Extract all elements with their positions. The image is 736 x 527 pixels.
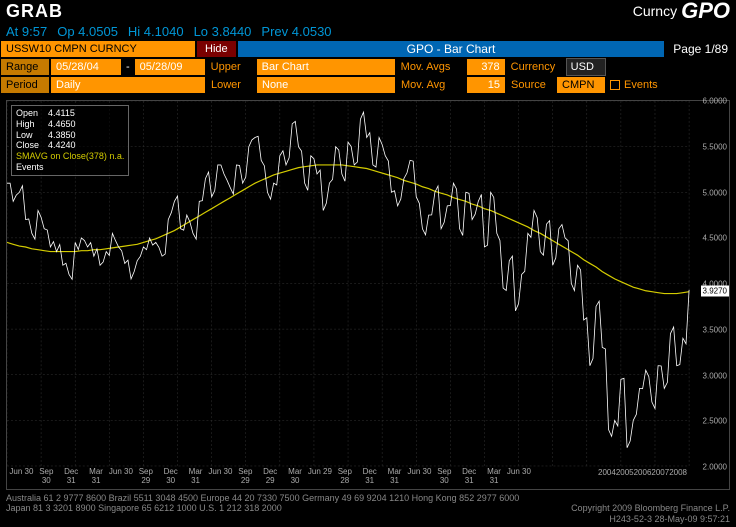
range-from-field[interactable]: 05/28/04 bbox=[50, 58, 122, 76]
lower-label: Lower bbox=[206, 76, 256, 94]
footer-timestamp: H243-52-3 28-May-09 9:57:21 bbox=[609, 514, 730, 525]
footer: Australia 61 2 9777 8600 Brazil 5511 304… bbox=[6, 493, 730, 525]
prev-val: Prev 4.0530 bbox=[261, 24, 331, 39]
security-field[interactable]: USSW10 CMPN CURNCY bbox=[0, 40, 196, 58]
grab-label: GRAB bbox=[6, 1, 63, 22]
period-select[interactable]: Daily bbox=[50, 76, 206, 94]
chart-title-banner: GPO - Bar Chart bbox=[237, 40, 666, 58]
events-checkbox[interactable]: Events bbox=[606, 76, 662, 94]
hide-button[interactable]: Hide bbox=[196, 40, 237, 58]
at-time: At 9:57 bbox=[6, 24, 47, 39]
ohlc-summary: At 9:57 Op 4.0505 Hi 4.1040 Lo 3.8440 Pr… bbox=[0, 22, 736, 40]
movavgs-field[interactable]: 378 bbox=[466, 58, 506, 76]
events-label: Events bbox=[624, 79, 658, 91]
range-label: Range bbox=[0, 58, 50, 76]
footer-line1: Australia 61 2 9777 8600 Brazil 5511 304… bbox=[6, 493, 730, 504]
curncy-label: Curncy bbox=[633, 3, 677, 19]
chart-legend: Open4.4115 High4.4650 Low4.3850 Close4.4… bbox=[11, 105, 129, 176]
currency-label: Currency bbox=[506, 58, 566, 76]
low-val: Lo 3.8440 bbox=[194, 24, 252, 39]
lower-select[interactable]: None bbox=[256, 76, 396, 94]
upper-select[interactable]: Bar Chart bbox=[256, 58, 396, 76]
open-val: Op 4.0505 bbox=[57, 24, 118, 39]
source-label: Source bbox=[506, 76, 556, 94]
footer-line2-left: Japan 81 3 3201 8900 Singapore 65 6212 1… bbox=[6, 503, 282, 514]
movavgs-label: Mov. Avgs bbox=[396, 58, 466, 76]
movavg-field[interactable]: 15 bbox=[466, 76, 506, 94]
high-val: Hi 4.1040 bbox=[128, 24, 184, 39]
upper-label: Upper bbox=[206, 58, 256, 76]
y-axis: 2.00002.50003.00003.50004.00004.50005.00… bbox=[693, 101, 729, 467]
page-indicator: Page 1/89 bbox=[665, 40, 736, 58]
source-field[interactable]: CMPN bbox=[556, 76, 606, 94]
range-to-field[interactable]: 05/28/09 bbox=[134, 58, 206, 76]
footer-copyright: Copyright 2009 Bloomberg Finance L.P. bbox=[571, 503, 730, 514]
currency-select[interactable]: USD bbox=[566, 58, 606, 76]
movavg-label: Mov. Avg bbox=[396, 76, 466, 94]
gpo-logo: GPO bbox=[681, 0, 730, 24]
chart-panel[interactable]: Open4.4115 High4.4650 Low4.3850 Close4.4… bbox=[6, 100, 730, 490]
period-label: Period bbox=[0, 76, 50, 94]
x-axis: Jun 30Sep 30Dec 31Mar 31Jun 30Sep 29Dec … bbox=[7, 467, 689, 489]
